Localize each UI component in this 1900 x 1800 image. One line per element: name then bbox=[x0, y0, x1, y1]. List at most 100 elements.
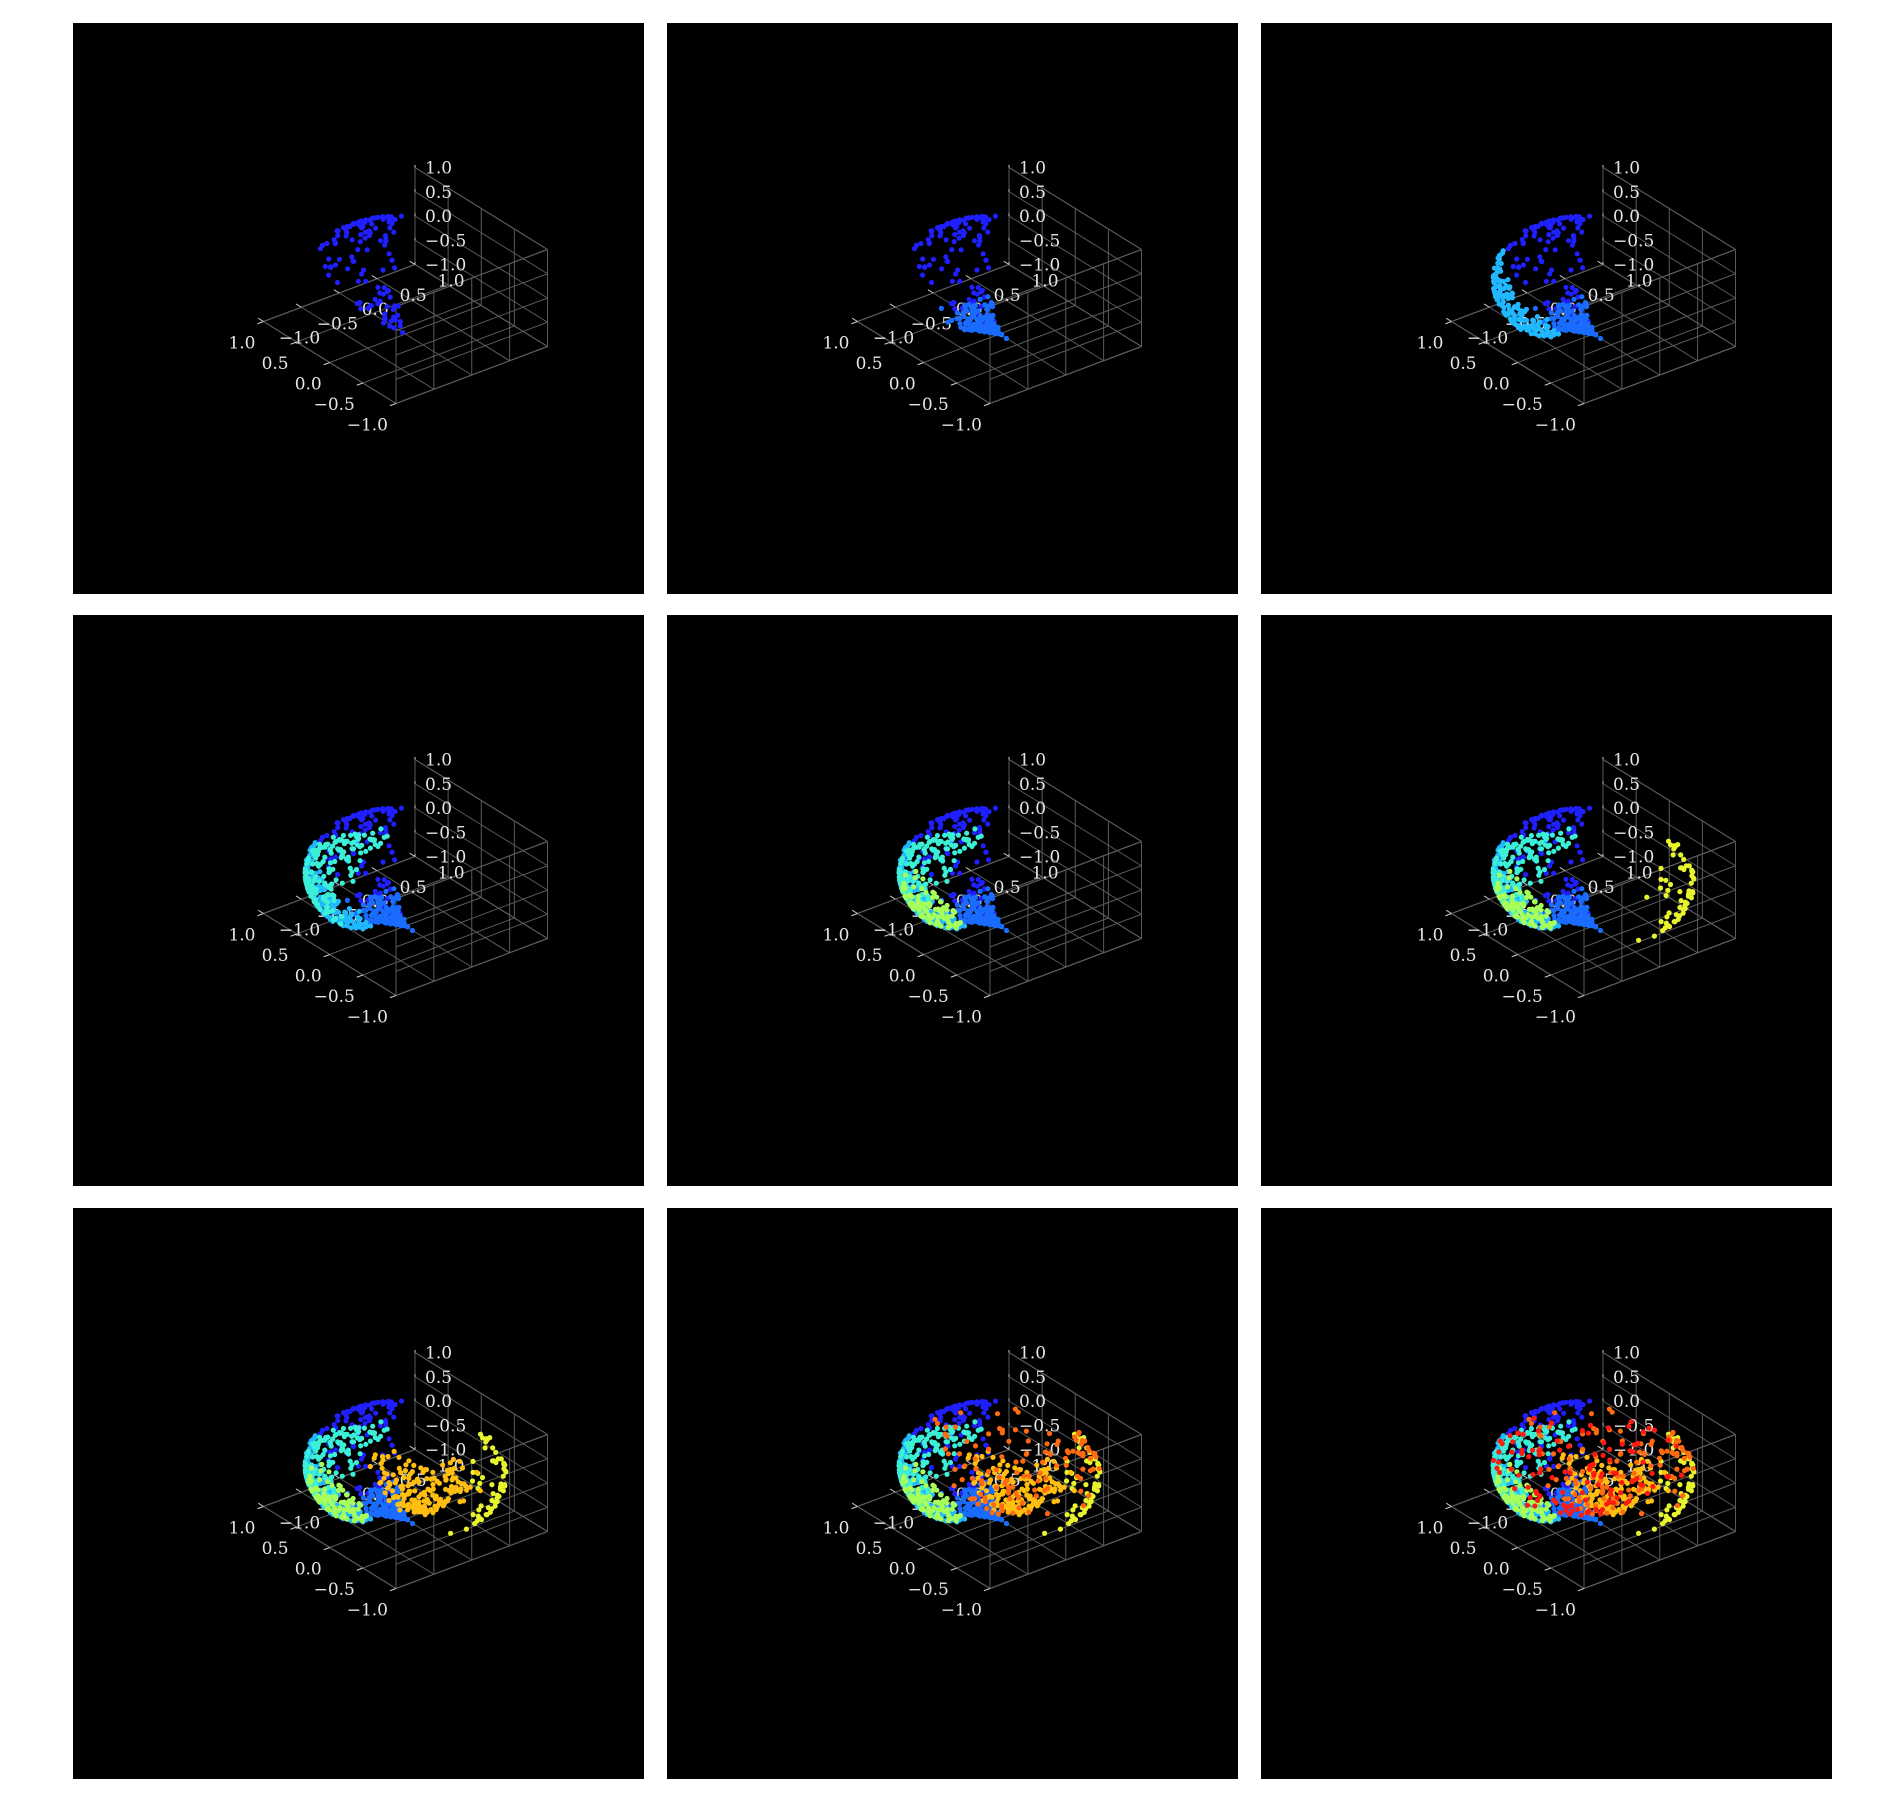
data-point bbox=[351, 1518, 357, 1524]
data-point bbox=[328, 886, 334, 892]
grid-line-z-back bbox=[414, 167, 548, 250]
data-point bbox=[1543, 322, 1549, 328]
data-point bbox=[1510, 263, 1516, 270]
x-tick-mark bbox=[257, 1506, 264, 1510]
data-point bbox=[960, 232, 966, 239]
data-point bbox=[1538, 902, 1544, 909]
data-point bbox=[1500, 299, 1506, 305]
data-point bbox=[977, 238, 983, 244]
data-point bbox=[345, 1500, 351, 1506]
data-point bbox=[1514, 256, 1520, 262]
data-point bbox=[989, 893, 995, 899]
scatter-points bbox=[302, 805, 416, 934]
data-point bbox=[957, 912, 963, 919]
data-point bbox=[926, 854, 933, 860]
data-point bbox=[967, 225, 973, 231]
data-point bbox=[957, 870, 963, 876]
data-point bbox=[473, 1469, 480, 1475]
data-point bbox=[1586, 213, 1593, 219]
data-point bbox=[1504, 905, 1510, 912]
data-point bbox=[1575, 225, 1581, 231]
data-point bbox=[322, 1437, 328, 1443]
data-point bbox=[1545, 858, 1551, 864]
grid-line-y-floor bbox=[376, 870, 510, 954]
data-point bbox=[1597, 927, 1604, 934]
y-tick-mark bbox=[1445, 909, 1452, 914]
data-point bbox=[1564, 895, 1570, 901]
data-point bbox=[966, 301, 972, 308]
data-point bbox=[957, 907, 963, 913]
data-point bbox=[1579, 229, 1585, 235]
data-point bbox=[377, 298, 383, 304]
z-tick-label: 0.0 bbox=[425, 207, 452, 227]
grid-line-y-floor bbox=[970, 870, 1104, 954]
grid-line-x-floor bbox=[1484, 284, 1637, 343]
data-point bbox=[375, 284, 381, 290]
data-point bbox=[360, 1495, 366, 1501]
data-point bbox=[1684, 900, 1690, 906]
data-point bbox=[416, 1479, 422, 1485]
data-point bbox=[330, 834, 336, 840]
data-point bbox=[340, 1487, 346, 1493]
x-tick-mark bbox=[389, 995, 397, 999]
data-point bbox=[404, 1503, 410, 1509]
x-tick-mark bbox=[884, 933, 891, 937]
data-point bbox=[457, 1488, 463, 1495]
data-point bbox=[359, 1456, 365, 1462]
z-tick-label: 0.0 bbox=[1019, 1392, 1046, 1412]
data-point bbox=[385, 1453, 391, 1460]
data-point bbox=[961, 1498, 967, 1504]
data-point bbox=[1663, 920, 1669, 926]
x-tick-mark bbox=[1577, 403, 1585, 407]
data-point bbox=[358, 816, 364, 822]
data-point bbox=[1543, 811, 1549, 817]
data-point bbox=[1545, 299, 1551, 305]
data-point bbox=[966, 1400, 972, 1406]
grid-line-z-back bbox=[1008, 1376, 1142, 1460]
data-point bbox=[330, 843, 336, 849]
data-point bbox=[1504, 863, 1510, 869]
data-point bbox=[962, 1516, 968, 1522]
data-point bbox=[968, 1509, 974, 1515]
data-point bbox=[1530, 317, 1536, 323]
data-point bbox=[373, 817, 379, 823]
data-point bbox=[951, 858, 957, 864]
data-point bbox=[373, 1410, 379, 1416]
data-point bbox=[966, 888, 972, 894]
data-point bbox=[1497, 895, 1503, 901]
data-point bbox=[1523, 317, 1530, 323]
data-point bbox=[900, 876, 906, 882]
data-point bbox=[389, 257, 395, 263]
data-point bbox=[316, 878, 322, 884]
grid-line-z-back bbox=[1008, 191, 1142, 275]
data-point bbox=[363, 907, 369, 913]
data-point bbox=[1544, 316, 1550, 322]
data-point bbox=[377, 830, 384, 836]
data-point bbox=[928, 1413, 934, 1419]
data-point bbox=[358, 1491, 364, 1497]
x-tick-mark bbox=[290, 341, 297, 345]
data-point bbox=[1551, 870, 1557, 876]
data-point bbox=[1548, 902, 1554, 908]
y-tick-mark bbox=[409, 1445, 416, 1450]
data-point bbox=[919, 1479, 925, 1485]
data-point bbox=[966, 893, 972, 900]
x-tick-label: 0.0 bbox=[295, 1560, 322, 1580]
data-point bbox=[383, 238, 389, 244]
data-point bbox=[1088, 1499, 1094, 1505]
scatter3d-svg: −1.0−0.50.00.51.0−1.0−0.50.00.51.0−1.0−0… bbox=[228, 159, 548, 436]
scatter3d-panel-r3c2: −1.0−0.50.00.51.0−1.0−0.50.00.51.0−1.0−0… bbox=[667, 1208, 1238, 1779]
data-point bbox=[1068, 1518, 1074, 1524]
data-point bbox=[1546, 224, 1552, 230]
data-point bbox=[971, 830, 978, 836]
data-point bbox=[1561, 225, 1567, 231]
data-point bbox=[329, 1474, 335, 1480]
data-point bbox=[333, 1493, 339, 1499]
data-point bbox=[352, 831, 358, 837]
data-point bbox=[1552, 247, 1558, 253]
data-point bbox=[978, 1508, 984, 1514]
data-point bbox=[922, 1494, 928, 1500]
x-tick-label: 1.0 bbox=[822, 926, 849, 946]
data-point bbox=[1688, 895, 1694, 901]
tick-labels: −1.0−0.50.00.51.0−1.0−0.50.00.51.0−1.0−0… bbox=[822, 1344, 1060, 1621]
